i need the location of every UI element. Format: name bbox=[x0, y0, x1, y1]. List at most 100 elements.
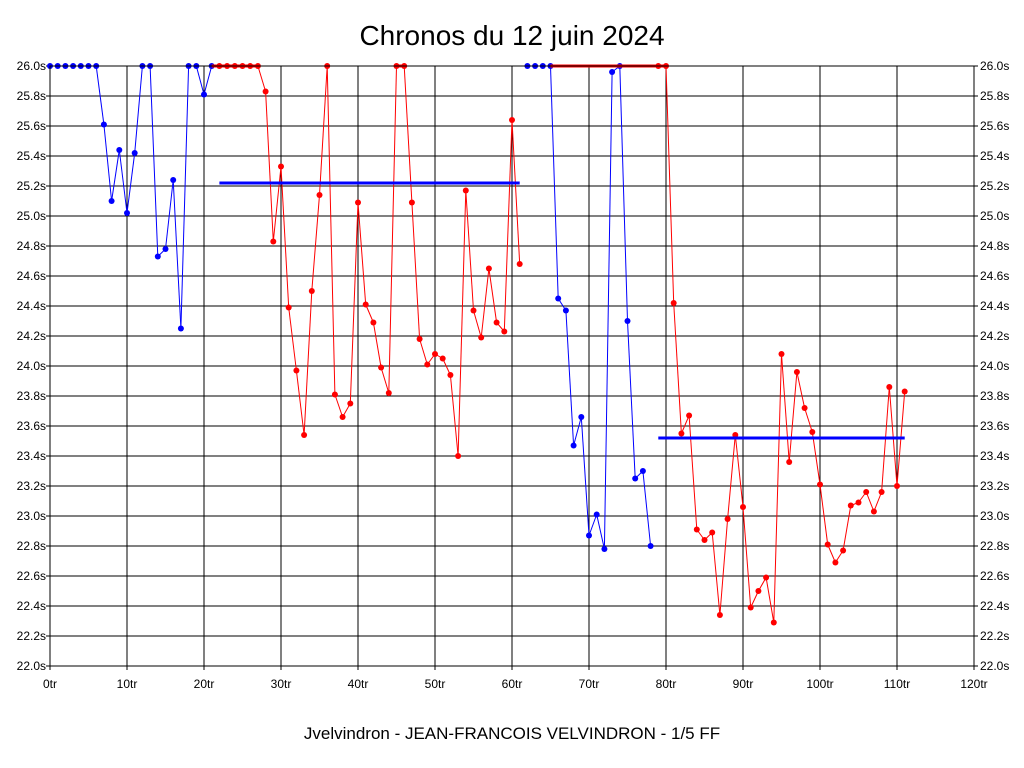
lap-point bbox=[747, 604, 754, 611]
y-tick-label: 24.2s bbox=[17, 329, 46, 343]
lap-point bbox=[793, 369, 800, 375]
series-segment bbox=[719, 518, 729, 616]
lap-point bbox=[639, 468, 646, 474]
lap-point bbox=[478, 334, 485, 341]
y-tick-label: 25.8s bbox=[17, 89, 46, 103]
lap-point bbox=[624, 318, 631, 324]
series-segment bbox=[203, 65, 213, 95]
y-tick-label-right: 23.4s bbox=[980, 449, 1009, 463]
y-tick-label: 22.6s bbox=[17, 569, 46, 583]
lap-point bbox=[124, 210, 130, 216]
x-tick-label: 100tr bbox=[806, 677, 833, 691]
series-segment bbox=[357, 202, 367, 305]
series-segment bbox=[257, 65, 267, 92]
best-lap-lines bbox=[219, 181, 905, 440]
series-segment bbox=[103, 124, 113, 202]
x-tick-label: 30tr bbox=[271, 677, 292, 691]
lap-point bbox=[786, 459, 793, 465]
series-segment bbox=[488, 268, 498, 323]
series-segment bbox=[603, 71, 613, 550]
y-tick-label-right: 23.6s bbox=[980, 419, 1009, 433]
lap-point bbox=[278, 163, 284, 170]
lap-point bbox=[763, 574, 770, 581]
series-segment bbox=[118, 149, 128, 214]
series-segment bbox=[580, 416, 590, 536]
series-segment bbox=[419, 338, 428, 365]
lap-point bbox=[840, 547, 847, 554]
lap-point bbox=[416, 336, 423, 342]
lap-point bbox=[686, 412, 693, 419]
lap-point bbox=[894, 483, 900, 489]
lap-point bbox=[177, 325, 184, 332]
lap-point bbox=[817, 481, 823, 488]
lap-point bbox=[724, 516, 731, 522]
y-tick-label-right: 23.2s bbox=[980, 479, 1009, 493]
lap-point bbox=[570, 442, 577, 449]
series-segment bbox=[788, 371, 798, 463]
lap-point bbox=[432, 351, 438, 357]
lap-point bbox=[632, 475, 639, 482]
lap-point bbox=[855, 499, 862, 506]
series-segment bbox=[265, 91, 274, 242]
y-tick-label: 24.4s bbox=[17, 299, 46, 313]
x-tick-label: 80tr bbox=[656, 677, 677, 691]
grid bbox=[49, 65, 975, 667]
y-tick-label: 25.0s bbox=[17, 209, 46, 223]
x-tick-label: 20tr bbox=[194, 677, 215, 691]
lap-point bbox=[586, 532, 592, 539]
lap-point bbox=[847, 502, 854, 509]
lap-point bbox=[740, 504, 746, 510]
series-segment bbox=[665, 65, 675, 304]
series-2 bbox=[216, 63, 523, 459]
y-axis-left-ticks: 22.0s 22.2s 22.4s 22.6s 22.8s 23.0s 23.2s 23.4s… bbox=[17, 59, 50, 673]
chart-title: Chronos du 12 juin 2024 bbox=[359, 20, 664, 51]
series-segment bbox=[711, 532, 721, 616]
lap-point bbox=[331, 391, 338, 398]
y-tick-label-right: 24.6s bbox=[980, 269, 1009, 283]
lap-point bbox=[832, 559, 839, 566]
lap-point bbox=[131, 150, 138, 156]
lap-point bbox=[593, 511, 600, 518]
lap-point bbox=[362, 301, 369, 308]
y-tick-label: 23.8s bbox=[17, 389, 46, 403]
series-segment bbox=[811, 431, 821, 485]
lap-point bbox=[262, 88, 269, 95]
series-segment bbox=[380, 367, 390, 394]
series-segment bbox=[865, 491, 875, 512]
lap-point bbox=[870, 508, 877, 515]
lap-point bbox=[339, 414, 346, 420]
y-tick-label-right: 25.0s bbox=[980, 209, 1009, 223]
lap-point bbox=[670, 300, 677, 306]
y-tick-label: 25.6s bbox=[17, 119, 46, 133]
lap-point bbox=[770, 619, 777, 626]
lap-point bbox=[408, 199, 415, 206]
series-segment bbox=[734, 434, 744, 508]
series-segment bbox=[457, 190, 467, 457]
lap-point bbox=[863, 489, 870, 495]
series-segment bbox=[773, 353, 782, 623]
y-tick-label: 25.2s bbox=[17, 179, 46, 193]
y-tick-label-right: 25.8s bbox=[980, 89, 1009, 103]
series-segment bbox=[111, 149, 120, 202]
lap-point bbox=[701, 537, 708, 543]
series-segment bbox=[727, 434, 736, 520]
series-segment bbox=[673, 302, 682, 434]
chart-footer: Jvelvindron - JEAN-FRANCOIS VELVINDRON -… bbox=[304, 724, 720, 743]
series-segment bbox=[149, 65, 159, 257]
series-segment bbox=[627, 320, 636, 479]
y-tick-label: 23.2s bbox=[17, 479, 46, 493]
lap-point bbox=[778, 351, 785, 357]
y-tick-label: 23.6s bbox=[17, 419, 46, 433]
y-tick-label: 23.4s bbox=[17, 449, 46, 463]
series-segment bbox=[388, 65, 397, 394]
series-segment bbox=[781, 353, 790, 463]
series-segment bbox=[449, 374, 459, 457]
y-tick-label: 23.0s bbox=[17, 509, 46, 523]
lap-point bbox=[493, 319, 500, 326]
x-tick-label: 0tr bbox=[43, 677, 57, 691]
series-segment bbox=[765, 577, 775, 623]
x-tick-label: 90tr bbox=[733, 677, 754, 691]
lap-point bbox=[293, 367, 300, 374]
series-segment bbox=[172, 179, 182, 329]
